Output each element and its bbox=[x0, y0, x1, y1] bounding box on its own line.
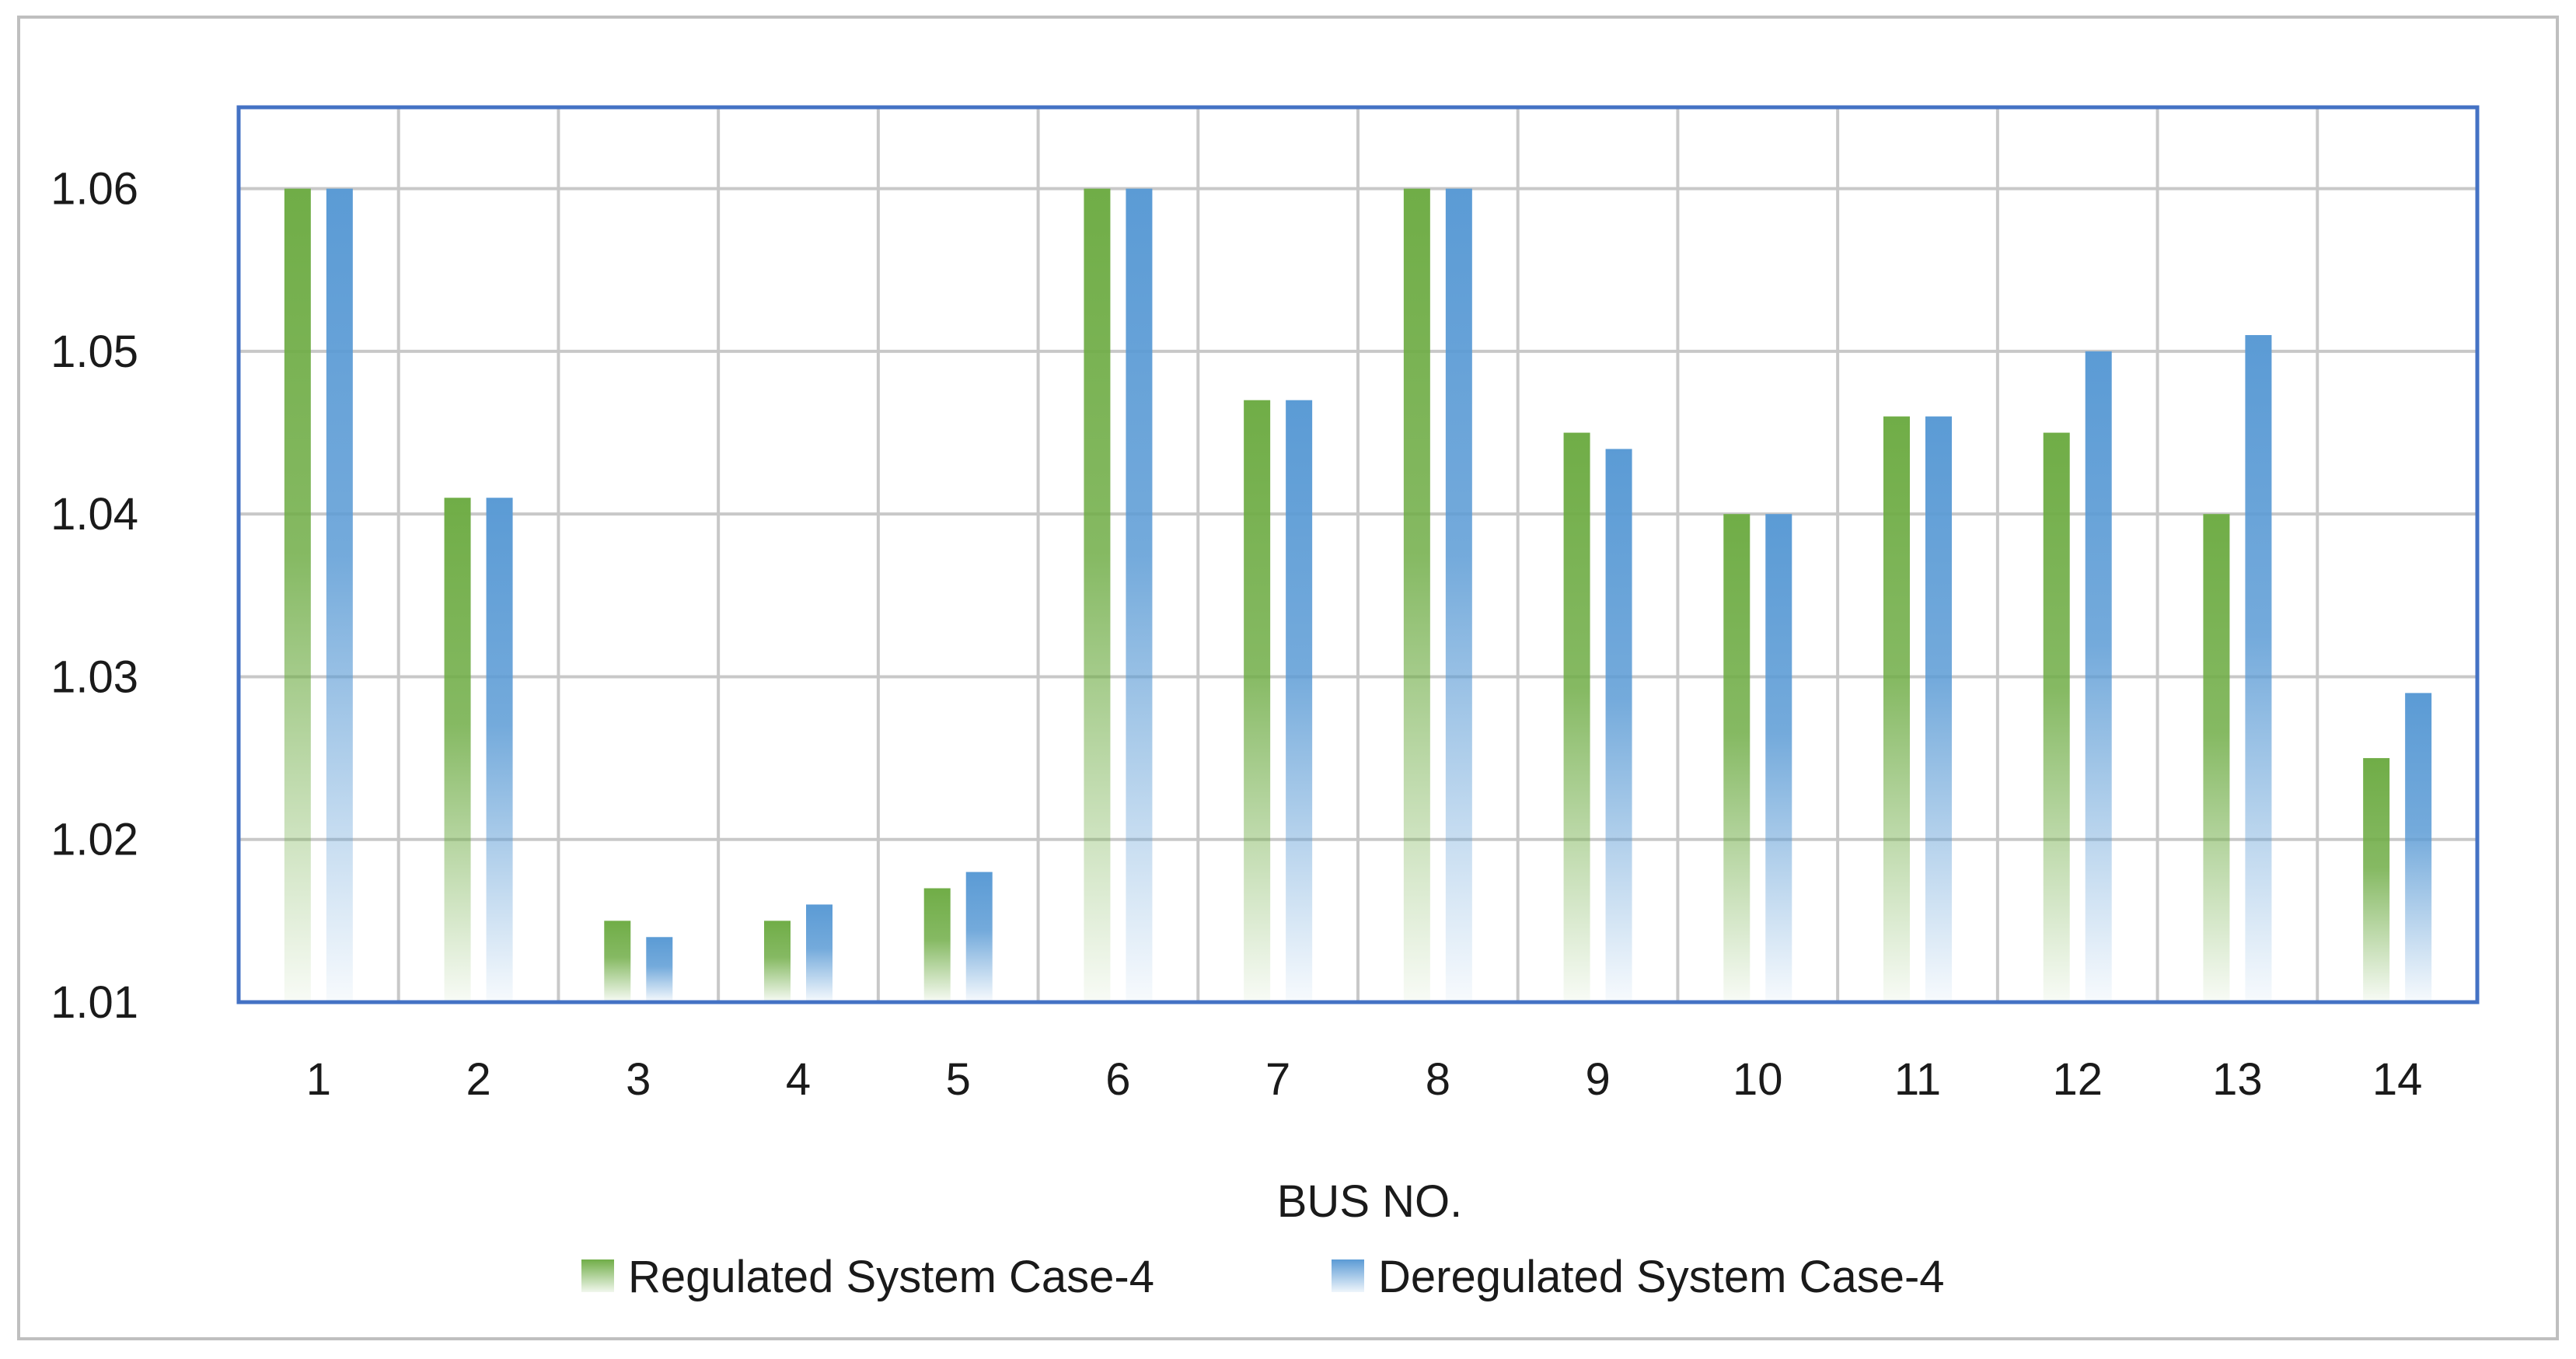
y-axis-tick-labels: 1.01 1.02 1.03 1.04 1.05 1.06 bbox=[51, 164, 138, 1028]
x-axis-title: BUS NO. bbox=[1277, 1176, 1463, 1227]
y-tick-label: 1.01 bbox=[51, 977, 138, 1028]
x-tick-label: 6 bbox=[1105, 1054, 1130, 1105]
bar-regulated-bus-8 bbox=[1403, 188, 1430, 1003]
bar-regulated-bus-2 bbox=[444, 498, 471, 1002]
y-tick-label: 1.04 bbox=[51, 489, 138, 540]
bar-deregulated-bus-1 bbox=[326, 188, 353, 1003]
legend-label-regulated: Regulated System Case-4 bbox=[628, 1252, 1154, 1302]
x-tick-label: 14 bbox=[2372, 1054, 2423, 1105]
x-tick-label: 13 bbox=[2212, 1054, 2263, 1105]
y-tick-label: 1.02 bbox=[51, 815, 138, 865]
y-tick-label: 1.05 bbox=[51, 327, 138, 377]
bar-deregulated-bus-7 bbox=[1286, 400, 1313, 1002]
y-tick-label: 1.03 bbox=[51, 652, 138, 702]
bar-deregulated-bus-6 bbox=[1126, 188, 1153, 1003]
bar-deregulated-bus-8 bbox=[1445, 188, 1472, 1003]
x-tick-label: 4 bbox=[786, 1054, 811, 1105]
bar-regulated-bus-5 bbox=[923, 888, 951, 1002]
bar-regulated-bus-11 bbox=[1883, 416, 1910, 1002]
y-tick-label: 1.06 bbox=[51, 164, 138, 215]
x-tick-label: 10 bbox=[1733, 1054, 1783, 1105]
bar-regulated-bus-10 bbox=[1723, 514, 1750, 1002]
bar-deregulated-bus-13 bbox=[2245, 334, 2272, 1002]
x-tick-label: 2 bbox=[466, 1054, 490, 1105]
x-tick-label: 1 bbox=[306, 1054, 331, 1105]
bar-deregulated-bus-4 bbox=[806, 904, 832, 1002]
x-tick-label: 7 bbox=[1265, 1054, 1290, 1105]
x-tick-label: 9 bbox=[1585, 1054, 1610, 1105]
x-tick-label: 3 bbox=[626, 1054, 651, 1105]
x-axis-tick-labels: 1 2 3 4 5 6 7 8 9 10 11 12 13 14 bbox=[306, 1054, 2423, 1105]
bar-deregulated-bus-11 bbox=[1925, 416, 1952, 1002]
legend-swatch-regulated bbox=[581, 1259, 614, 1292]
x-tick-label: 8 bbox=[1426, 1054, 1450, 1105]
bar-regulated-bus-3 bbox=[604, 921, 631, 1002]
bar-regulated-bus-9 bbox=[1563, 432, 1590, 1002]
bar-regulated-bus-14 bbox=[2363, 758, 2390, 1002]
x-tick-label: 5 bbox=[946, 1054, 971, 1105]
bar-regulated-bus-13 bbox=[2203, 514, 2230, 1002]
x-tick-label: 12 bbox=[2052, 1054, 2103, 1105]
bar-deregulated-bus-2 bbox=[486, 498, 513, 1002]
bar-deregulated-bus-14 bbox=[2405, 693, 2432, 1002]
legend: Regulated System Case-4 Deregulated Syste… bbox=[581, 1252, 1945, 1302]
plot-area-border bbox=[236, 105, 2480, 1004]
bar-deregulated-bus-9 bbox=[1605, 449, 1632, 1002]
legend-swatch-deregulated bbox=[1332, 1259, 1364, 1292]
bar-regulated-bus-1 bbox=[284, 188, 311, 1003]
bar-regulated-bus-6 bbox=[1084, 188, 1111, 1003]
legend-label-deregulated: Deregulated System Case-4 bbox=[1378, 1252, 1945, 1302]
bar-deregulated-bus-5 bbox=[965, 872, 993, 1002]
bar-regulated-bus-12 bbox=[2043, 432, 2070, 1002]
bar-deregulated-bus-3 bbox=[646, 937, 673, 1002]
bar-regulated-bus-4 bbox=[764, 921, 791, 1002]
bar-deregulated-bus-12 bbox=[2085, 351, 2112, 1003]
x-tick-label: 11 bbox=[1894, 1054, 1941, 1105]
bar-deregulated-bus-10 bbox=[1765, 514, 1792, 1002]
bars-layer bbox=[284, 188, 2432, 1003]
bar-regulated-bus-7 bbox=[1244, 400, 1271, 1002]
